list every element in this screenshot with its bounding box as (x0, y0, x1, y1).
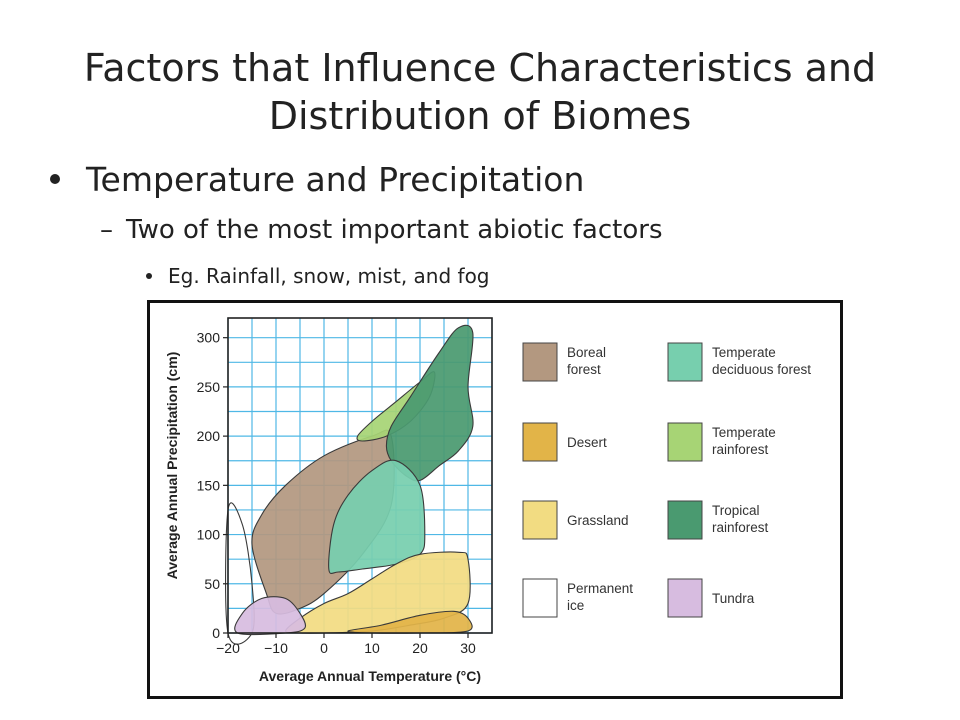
bullet-text-examples: Eg. Rainfall, snow, mist, and fog (168, 264, 490, 288)
y-tick-label: 300 (197, 330, 221, 346)
bullet-dot-icon (50, 174, 60, 184)
legend-label-tropical-rainforest: Tropical (712, 503, 760, 518)
y-tick-label: 150 (197, 477, 221, 493)
legend-label-tropical-rainforest: rainforest (712, 520, 769, 535)
legend-label-grassland: Grassland (567, 513, 629, 528)
legend-swatch-permanent-ice (522, 578, 558, 618)
x-tick-label: −20 (216, 640, 240, 656)
legend-label-temperate-deciduous-forest: Temperate (712, 345, 776, 360)
region-temperate-deciduous-forest (328, 459, 426, 575)
legend-swatch-tundra (667, 578, 703, 618)
x-tick-label: 20 (412, 640, 428, 656)
x-axis-title: Average Annual Temperature (°C) (259, 668, 481, 684)
legend-swatch-boreal-forest (522, 342, 558, 382)
plot-frame (227, 317, 493, 634)
legend-swatch-desert (522, 422, 558, 462)
legend-label-temperate-rainforest: Temperate (712, 425, 776, 440)
biome-chart: 0 50 100 150 200 250 300 −20 −10 0 10 20 30 Average A… (164, 317, 811, 684)
slide-title: Factors that Influence Characteristics a… (60, 44, 900, 140)
legend-label-tundra: Tundra (712, 591, 755, 606)
bullet-text-temperature: Temperature and Precipitation (86, 160, 585, 199)
x-tick-label: 30 (460, 640, 476, 656)
bullet-text-abiotic: Two of the most important abiotic factor… (126, 215, 663, 245)
legend-label-temperate-rainforest: rainforest (712, 442, 769, 457)
legend-swatch-temperate-deciduous-forest (667, 342, 703, 382)
title-line-2: Distribution of Biomes (268, 94, 692, 138)
bullet-level-3: Eg. Rainfall, snow, mist, and fog (146, 264, 490, 288)
legend-label-temperate-deciduous-forest: deciduous forest (712, 362, 811, 377)
bullet-dot-icon (146, 273, 152, 279)
biome-chart-figure: 0 50 100 150 200 250 300 −20 −10 0 10 20 30 Average A… (147, 300, 843, 699)
legend-label-boreal-forest: Boreal (567, 345, 606, 360)
bullet-level-1: Temperature and Precipitation (50, 160, 584, 199)
legend-swatch-temperate-rainforest (667, 422, 703, 462)
y-tick-label: 250 (197, 379, 221, 395)
legend-label-boreal-forest: forest (567, 362, 601, 377)
legend-label-desert: Desert (567, 435, 607, 450)
legend-swatch-grassland (522, 500, 558, 540)
legend-label-permanent-ice: Permanent (567, 581, 633, 596)
y-tick-label: 200 (197, 428, 221, 444)
legend-swatch-tropical-rainforest (667, 500, 703, 540)
bullet-level-2: – Two of the most important abiotic facto… (100, 215, 663, 245)
y-tick-label: 100 (197, 527, 221, 543)
legend-label-permanent-ice: ice (567, 598, 584, 613)
x-tick-label: −10 (264, 640, 288, 656)
y-tick-label: 50 (204, 576, 220, 592)
x-tick-label: 0 (320, 640, 328, 656)
y-tick-label: 0 (212, 625, 220, 641)
title-line-1: Factors that Influence Characteristics a… (83, 46, 877, 90)
x-tick-label: 10 (364, 640, 380, 656)
y-axis-title: Average Annual Precipitation (cm) (164, 352, 180, 580)
dash-icon: – (100, 215, 113, 245)
